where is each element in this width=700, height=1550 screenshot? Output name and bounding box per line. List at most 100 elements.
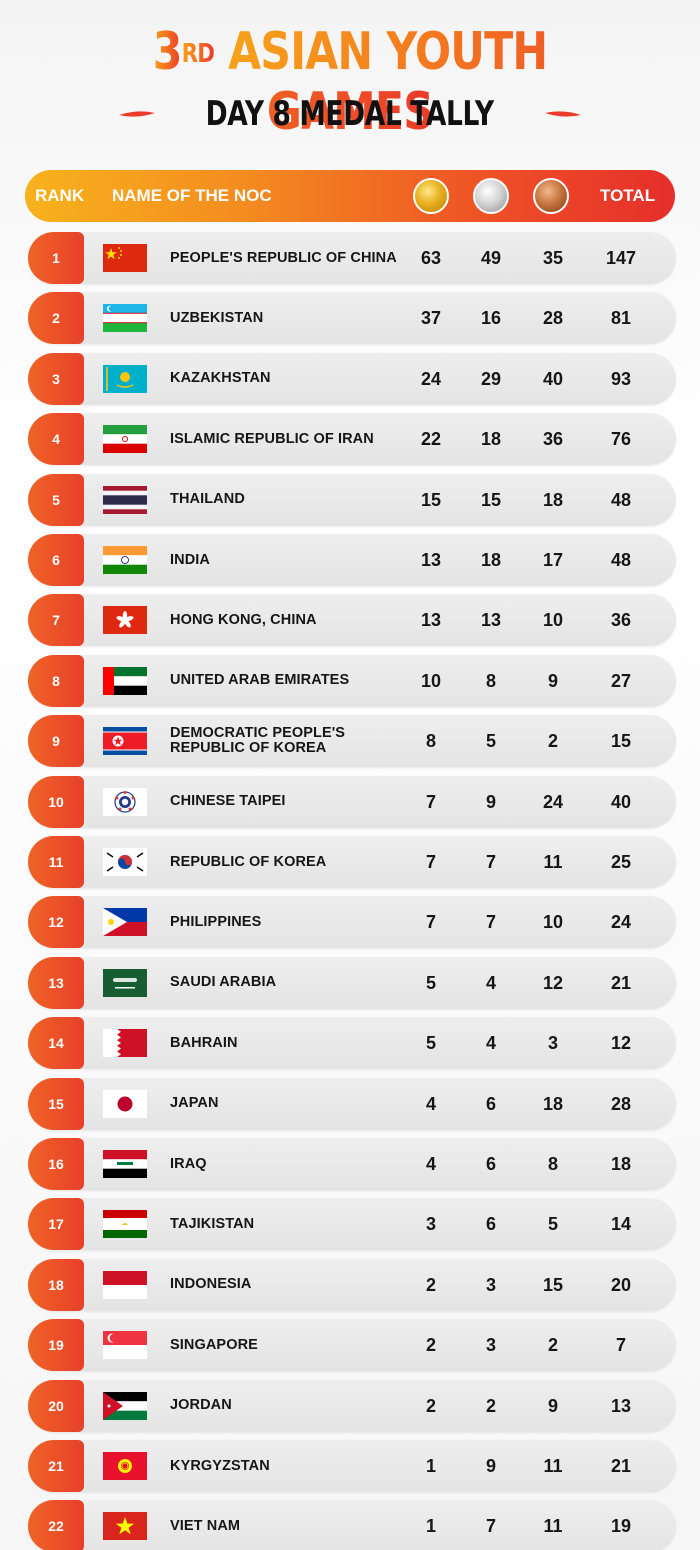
noc-name: JAPAN xyxy=(170,1095,219,1112)
noc-name: THAILAND xyxy=(170,491,245,508)
table-row: 17 TAJIKISTAN 3 6 5 14 xyxy=(28,1198,676,1251)
header-name: NAME OF THE NOC xyxy=(112,186,272,205)
gold-count: 3 xyxy=(425,1214,436,1235)
total-count: 48 xyxy=(610,550,632,570)
silver-count: 9 xyxy=(485,1456,496,1476)
iraq-flag-icon xyxy=(103,1150,147,1178)
total-count: 14 xyxy=(610,1214,632,1235)
silver-count: 49 xyxy=(480,248,502,268)
silver-count: 6 xyxy=(485,1093,496,1114)
total-count: 76 xyxy=(610,429,632,450)
rank-badge: 13 xyxy=(28,956,84,1009)
table-row: 18 INDONESIA 2 3 15 20 xyxy=(28,1258,676,1311)
noc-name: UZBEKISTAN xyxy=(170,309,264,326)
total-count: 15 xyxy=(610,731,632,752)
bronze-count: 36 xyxy=(542,429,564,450)
gold-count: 37 xyxy=(420,308,442,329)
bahrain-flag-icon xyxy=(103,1029,147,1058)
silver-count: 6 xyxy=(485,1154,496,1174)
total-count: 19 xyxy=(610,1516,632,1537)
rank-badge: 2 xyxy=(28,292,84,345)
table-row: 3 KAZAKHSTAN 24 29 40 93 xyxy=(28,352,676,405)
rank-badge: 1 xyxy=(28,232,84,284)
philippines-flag-icon xyxy=(103,908,147,937)
total-count: 40 xyxy=(610,791,632,812)
total-count: 20 xyxy=(610,1274,632,1295)
noc-name: CHINESE TAIPEI xyxy=(170,793,286,810)
gold-count: 4 xyxy=(425,1154,436,1174)
table-row: 5 THAILAND 15 15 18 48 xyxy=(28,473,676,526)
gold-count: 1 xyxy=(425,1516,436,1537)
bronze-count: 10 xyxy=(542,912,564,933)
bronze-count: 40 xyxy=(542,368,564,389)
noc-name: INDONESIA xyxy=(170,1276,252,1293)
table-row: 4 ISLAMIC REPUBLIC OF IRAN 22 18 36 76 xyxy=(28,413,676,466)
rank-badge: 21 xyxy=(28,1440,84,1492)
noc-name: SINGAPORE xyxy=(170,1336,258,1353)
rank-badge: 18 xyxy=(28,1258,84,1311)
bronze-count: 9 xyxy=(547,1395,558,1416)
silver-count: 13 xyxy=(480,610,502,631)
silver-count: 15 xyxy=(480,489,502,510)
gold-count: 7 xyxy=(425,791,436,812)
bronze-count: 17 xyxy=(542,550,564,570)
noc-name: KAZAKHSTAN xyxy=(170,370,271,387)
rank-badge: 17 xyxy=(28,1198,84,1251)
total-count: 36 xyxy=(610,610,632,631)
rank-badge: 20 xyxy=(28,1379,84,1432)
bronze-medal-icon xyxy=(533,178,569,214)
total-count: 21 xyxy=(610,972,632,993)
rank-badge: 5 xyxy=(28,473,84,526)
total-count: 24 xyxy=(610,912,632,933)
table-row: 13 SAUDI ARABIA 5 4 12 21 xyxy=(28,956,676,1009)
total-count: 81 xyxy=(610,308,632,329)
kazakhstan-flag-icon xyxy=(103,364,147,393)
header-rank: RANK xyxy=(35,186,85,205)
silver-count: 6 xyxy=(485,1214,496,1235)
silver-count: 3 xyxy=(485,1335,496,1356)
table-row: 1 PEOPLE'S REPUBLIC OF CHINA 63 49 35 147 xyxy=(28,232,676,284)
noc-name: KYRGYZSTAN xyxy=(170,1457,270,1474)
noc-name: JORDAN xyxy=(170,1397,232,1414)
noc-name: VIET NAM xyxy=(170,1517,241,1534)
table-row: 19 SINGAPORE 2 3 2 7 xyxy=(28,1319,676,1372)
gold-count: 2 xyxy=(425,1274,436,1295)
bronze-count: 35 xyxy=(542,248,564,268)
bronze-count: 2 xyxy=(547,731,558,752)
rank-badge: 4 xyxy=(28,413,84,466)
rank-badge: 9 xyxy=(28,715,84,768)
north-korea-flag-icon xyxy=(103,727,147,756)
table-row: 12 PHILIPPINES 7 7 10 24 xyxy=(28,896,676,949)
noc-name: BAHRAIN xyxy=(170,1034,238,1051)
rank-badge: 22 xyxy=(28,1500,84,1550)
table-row: 14 BAHRAIN 5 4 3 12 xyxy=(28,1017,676,1070)
silver-count: 2 xyxy=(485,1395,496,1416)
noc-name: INDIA xyxy=(170,551,210,568)
total-count: 28 xyxy=(610,1093,632,1114)
noc-name: SAUDI ARABIA xyxy=(170,974,277,991)
bronze-count: 11 xyxy=(543,1516,563,1537)
bronze-count: 24 xyxy=(542,791,564,812)
table-row: 6 INDIA 13 18 17 48 xyxy=(28,534,676,586)
table-row: 11 REPUBLIC OF KOREA 7 7 11 25 xyxy=(28,836,676,888)
rank-badge: 3 xyxy=(28,352,84,405)
silver-count: 4 xyxy=(485,972,496,993)
subtitle-bar: DAY 8 MEDAL TALLY xyxy=(0,92,700,136)
bronze-count: 3 xyxy=(547,1033,558,1054)
silver-count: 5 xyxy=(485,731,496,752)
gold-count: 5 xyxy=(425,972,436,993)
saudi-arabia-flag-icon xyxy=(103,968,147,997)
table-row: 2 UZBEKISTAN 37 16 28 81 xyxy=(28,292,676,345)
total-count: 12 xyxy=(610,1033,632,1054)
total-count: 48 xyxy=(610,489,632,510)
gold-count: 2 xyxy=(425,1395,436,1416)
silver-count: 9 xyxy=(485,791,496,812)
vietnam-flag-icon xyxy=(103,1512,147,1541)
total-count: 147 xyxy=(605,248,637,268)
noc-name: UNITED ARAB EMIRATES xyxy=(170,672,350,689)
noc-name: DEMOCRATIC PEOPLE'S REPUBLIC OF KOREA xyxy=(170,725,346,757)
total-count: 21 xyxy=(610,1456,632,1476)
header: 3RD ASIAN YOUTH GAMES DAY 8 MEDAL TALLY xyxy=(0,0,700,165)
gold-count: 63 xyxy=(420,248,442,268)
rank-badge: 12 xyxy=(28,896,84,949)
